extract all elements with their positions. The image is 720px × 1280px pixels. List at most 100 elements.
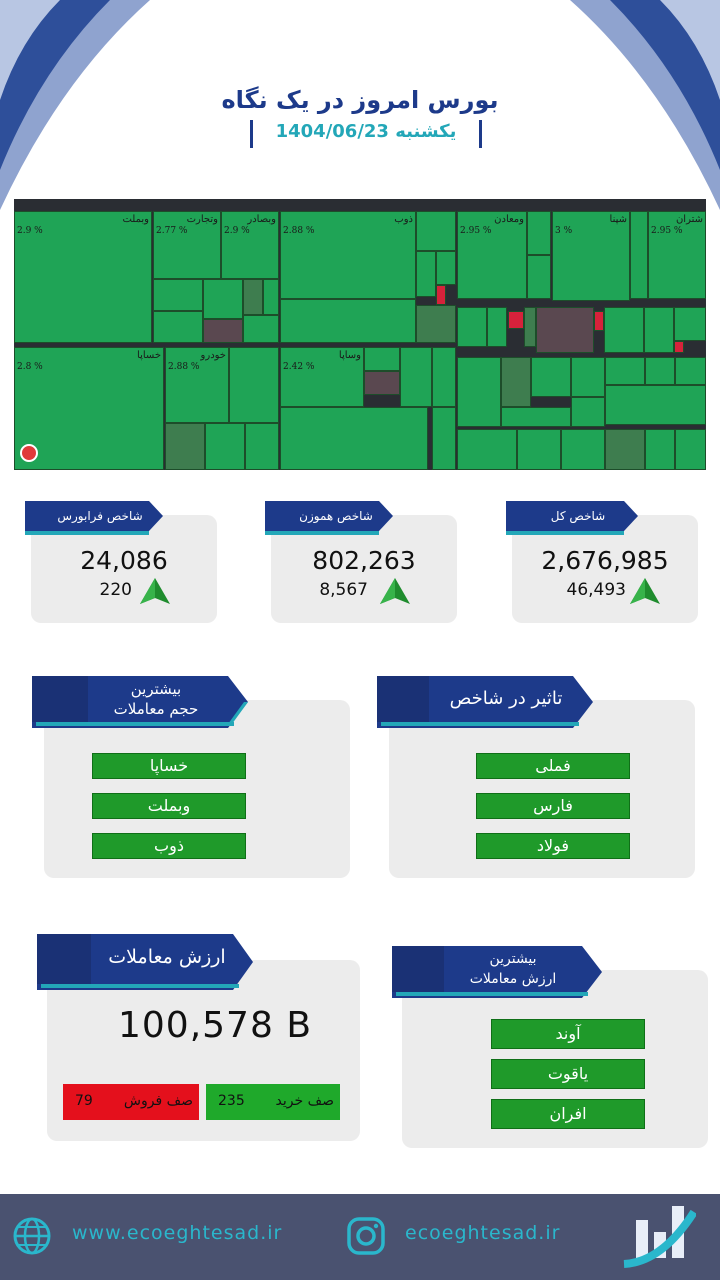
date-right-bar — [479, 120, 482, 148]
impact-title: تاثیر در شاخص — [449, 688, 563, 709]
treemap-cell — [280, 407, 428, 470]
treemap-label: ومعادن — [494, 214, 524, 225]
treemap-cell: وساپا 2.42 % — [280, 347, 364, 407]
impact-item-3: فولاد — [476, 833, 630, 859]
change-farabourse: 220 — [99, 580, 132, 600]
treemap-cell: وتجارت 2.77 % — [153, 211, 221, 279]
treemap-label: وساپا — [338, 350, 361, 361]
treemap-pct: 2.95 % — [651, 226, 683, 236]
treemap-cell — [243, 279, 263, 315]
treemap-cell — [203, 319, 243, 343]
date-left-bar — [250, 120, 253, 148]
tab-farabourse-bg — [25, 501, 149, 531]
tab-impact-shape — [377, 676, 593, 728]
treemap-cell — [280, 299, 416, 343]
treemap-cell: ومعادن 2.95 % — [457, 211, 527, 299]
treemap-cell — [229, 347, 279, 423]
label-equal-weight: شاخص هموزن — [299, 509, 373, 523]
treemap-cell: وبصادر 2.9 % — [221, 211, 279, 279]
treemap-cell — [153, 279, 203, 311]
volume-item-3: ذوب — [92, 833, 246, 859]
most-volume-title-line1: بیشترین — [130, 680, 182, 698]
treemap-label: خودرو — [200, 350, 226, 361]
instagram-icon — [347, 1217, 385, 1255]
treemap-cell — [674, 307, 706, 341]
change-equal-weight: 8,567 — [319, 580, 368, 600]
trade-value-amount: 100,578 B — [118, 1005, 313, 1046]
treemap-label: وبملت — [122, 214, 149, 225]
treemap-label: خساپا — [137, 350, 161, 361]
treemap-cell — [527, 255, 551, 299]
most-volume-title: بیشترین حجم معاملات — [92, 679, 220, 719]
buy-queue-label: صف خرید — [275, 1093, 334, 1109]
tab-total-under — [506, 531, 624, 535]
treemap-cell — [605, 385, 706, 425]
treemap-cell — [364, 347, 400, 371]
treemap-pct: 2.88 % — [283, 226, 315, 236]
buy-queue-count: 235 — [218, 1093, 245, 1109]
treemap-pct: 3 % — [555, 226, 573, 236]
treemap-pct: 2.9 % — [224, 226, 250, 236]
value-item-3: افران — [491, 1099, 645, 1129]
treemap-label: وبصادر — [247, 214, 276, 225]
tab-farabourse-under — [25, 531, 149, 535]
treemap-cell — [571, 357, 605, 397]
brand-logo-icon — [623, 1206, 696, 1268]
treemap-cell — [508, 311, 524, 329]
treemap-cell — [432, 347, 456, 407]
volume-item-1: خساپا — [92, 753, 246, 779]
tab-equal-bg — [265, 501, 379, 531]
value-total-index: 2,676,985 — [541, 546, 669, 575]
volume-item-2: وبملت — [92, 793, 246, 819]
treemap-cell — [501, 407, 571, 427]
up-arrow-icon — [630, 578, 660, 604]
treemap-cell — [243, 315, 279, 343]
tab-farabourse-tip — [149, 501, 163, 531]
treemap-cell — [416, 211, 456, 251]
value-farabourse: 24,086 — [80, 546, 168, 575]
treemap-cell — [457, 307, 487, 347]
instagram-link[interactable]: ecoeghtesad.ir — [405, 1222, 561, 1244]
sell-queue-label: صف فروش — [123, 1093, 193, 1109]
treemap-cell: خودرو 2.88 % — [165, 347, 229, 423]
treemap-cell — [364, 371, 400, 395]
website-link[interactable]: www.ecoeghtesad.ir — [72, 1222, 283, 1244]
treemap-cell — [165, 423, 205, 470]
tab-total-bg — [506, 501, 624, 531]
treemap-cell — [487, 307, 507, 347]
treemap-pct: 2.95 % — [460, 226, 492, 236]
treemap-cell — [245, 423, 279, 470]
treemap-cell — [571, 397, 605, 427]
header-decoration — [0, 0, 720, 210]
treemap-cell — [675, 357, 706, 385]
treemap-cell — [674, 341, 684, 353]
treemap-label: وتجارت — [186, 214, 218, 225]
treemap-cell — [436, 251, 456, 285]
up-arrow-icon — [140, 578, 170, 604]
most-volume-title-line2: حجم معاملات — [113, 700, 199, 718]
tab-trade-value-shape — [37, 934, 253, 990]
treemap-pct: 2.88 % — [168, 362, 200, 372]
treemap-cell: وبملت 2.9 % — [14, 211, 152, 343]
treemap-cell — [416, 251, 436, 297]
impact-item-1: فملی — [476, 753, 630, 779]
treemap-cell — [400, 347, 432, 407]
value-item-1: آوند — [491, 1019, 645, 1049]
globe-icon — [13, 1217, 51, 1255]
tab-most-volume-shape — [32, 676, 248, 728]
most-value-title: بیشترین ارزش معاملات — [448, 949, 578, 989]
treemap-cell: ذوب 2.88 % — [280, 211, 416, 299]
sell-queue-count: 79 — [75, 1093, 93, 1109]
treemap-cell — [605, 357, 645, 385]
treemap-cell — [527, 211, 551, 255]
treemap-cell — [531, 357, 571, 397]
treemap-pct: 2.42 % — [283, 362, 315, 372]
treemap-cell: شپنا 3 % — [552, 211, 630, 301]
tab-most-value-shape — [392, 946, 602, 998]
treemap-cell — [457, 429, 517, 470]
treemap-cell — [594, 311, 604, 331]
treemap-cell — [153, 311, 203, 343]
treemap-pct: 2.8 % — [17, 362, 43, 372]
buy-queue-box: صف خرید 235 — [206, 1084, 340, 1120]
treemap-cell — [644, 307, 674, 353]
